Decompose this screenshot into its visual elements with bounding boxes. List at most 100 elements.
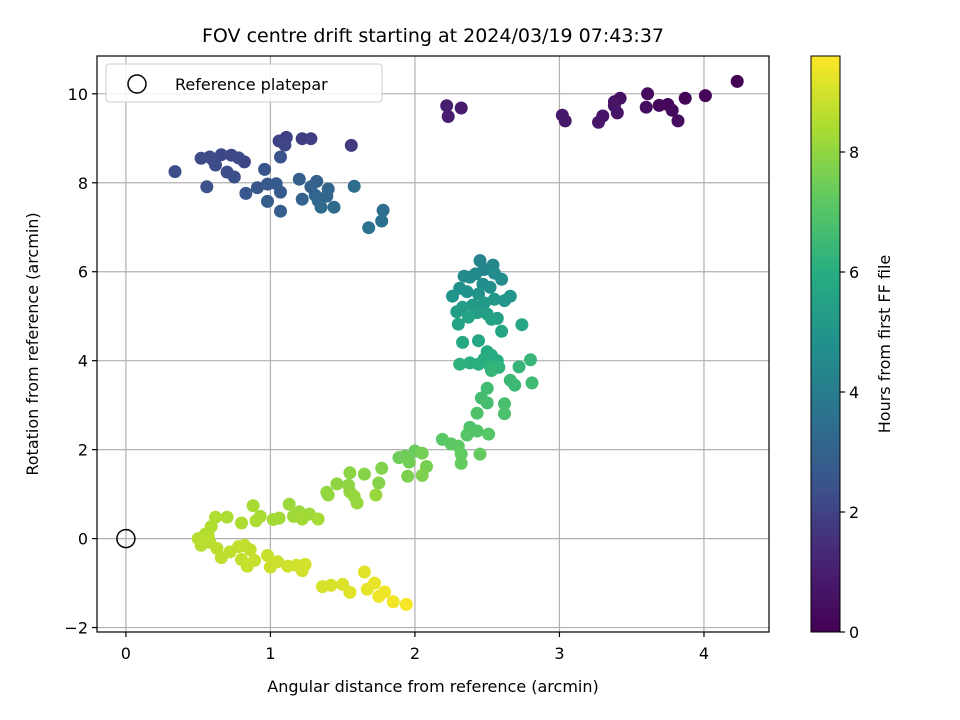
data-point: [665, 103, 679, 117]
data-point: [282, 497, 296, 511]
data-point: [456, 335, 470, 349]
data-point: [472, 334, 485, 348]
data-point: [314, 200, 328, 214]
x-tick-label: 3: [554, 644, 564, 663]
data-point: [415, 468, 429, 482]
data-point: [473, 447, 487, 461]
data-point: [168, 165, 182, 179]
data-point: [470, 424, 484, 438]
legend-entry-reference: Reference platepar: [175, 75, 328, 94]
data-point: [482, 427, 496, 441]
data-point: [446, 289, 459, 303]
y-tick-label: 8: [78, 174, 88, 193]
data-point: [368, 576, 381, 590]
data-point: [470, 406, 484, 420]
x-axis-label: Angular distance from reference (arcmin): [267, 677, 598, 696]
legend-box: [105, 63, 383, 103]
data-point: [261, 194, 274, 208]
data-point: [209, 158, 222, 172]
x-tick-label: 0: [121, 644, 131, 663]
data-point: [357, 467, 371, 481]
data-point: [375, 461, 389, 475]
legend-reference-icon: [127, 74, 147, 94]
data-point: [487, 292, 501, 306]
data-point: [678, 91, 692, 105]
data-points: [168, 74, 744, 611]
data-point: [460, 428, 474, 442]
chart-title: FOV centre drift starting at 2024/03/19 …: [202, 25, 664, 47]
data-point: [524, 353, 537, 367]
data-point: [295, 192, 309, 206]
data-point: [652, 98, 666, 112]
data-point: [350, 496, 364, 510]
data-point: [461, 310, 475, 324]
data-point: [375, 214, 389, 228]
data-point: [278, 138, 292, 152]
data-point: [480, 396, 494, 410]
data-point: [324, 578, 338, 592]
data-point: [239, 186, 253, 200]
data-point: [592, 115, 605, 129]
legend: Reference platepar: [105, 63, 383, 103]
colorbar-tick-label: 6: [849, 263, 859, 282]
data-point: [610, 106, 624, 120]
data-point: [362, 221, 376, 235]
data-point: [266, 513, 280, 526]
data-point: [311, 512, 325, 526]
data-point: [357, 565, 371, 579]
data-point: [298, 557, 312, 571]
data-point: [232, 151, 246, 165]
data-point: [485, 364, 498, 377]
data-point: [671, 114, 685, 128]
data-point: [274, 185, 287, 199]
data-point: [483, 280, 497, 294]
data-point: [343, 466, 357, 480]
data-point: [415, 446, 429, 460]
data-point: [401, 469, 415, 483]
data-point: [457, 269, 471, 283]
data-point: [347, 179, 361, 193]
data-point: [498, 397, 511, 411]
axis-ticks: 0 1 2 3 4 −2 0 2 4 6 8 10: [64, 85, 709, 663]
data-point: [321, 488, 335, 502]
data-point: [330, 477, 344, 491]
data-point: [498, 407, 511, 421]
data-point: [327, 200, 341, 214]
colorbar-label: Hours from first FF file: [875, 255, 894, 434]
data-point: [454, 456, 468, 470]
data-point: [304, 132, 318, 146]
reference-marker: [116, 528, 136, 549]
data-point: [274, 204, 287, 218]
data-point: [399, 597, 413, 611]
data-point: [376, 203, 390, 217]
colorbar-tick-label: 4: [849, 383, 859, 402]
data-point: [477, 296, 491, 310]
data-point: [243, 543, 257, 557]
data-point: [451, 317, 465, 331]
data-point: [440, 99, 454, 113]
data-point: [200, 180, 214, 194]
data-point: [453, 357, 467, 371]
x-tick-label: 4: [699, 644, 709, 663]
data-point: [235, 516, 248, 530]
data-point: [343, 585, 357, 599]
data-point: [485, 312, 498, 326]
x-tick-label: 2: [410, 644, 420, 663]
data-point: [250, 181, 264, 195]
y-tick-label: 0: [78, 530, 88, 549]
colorbar-tick-label: 8: [849, 143, 859, 162]
data-point: [295, 512, 309, 526]
colorbar-ticks: 0 2 4 6 8: [840, 143, 859, 642]
y-axis-label: Rotation from reference (arcmin): [23, 212, 42, 475]
y-tick-label: 10: [68, 85, 88, 104]
data-point: [227, 170, 241, 184]
data-point: [246, 499, 260, 513]
data-point: [249, 514, 263, 528]
data-point: [369, 488, 383, 502]
colorbar-tick-label: 2: [849, 503, 859, 522]
plot-frame: [96, 55, 770, 633]
y-tick-label: 4: [78, 352, 88, 371]
data-point: [480, 381, 494, 395]
data-point: [402, 455, 416, 469]
